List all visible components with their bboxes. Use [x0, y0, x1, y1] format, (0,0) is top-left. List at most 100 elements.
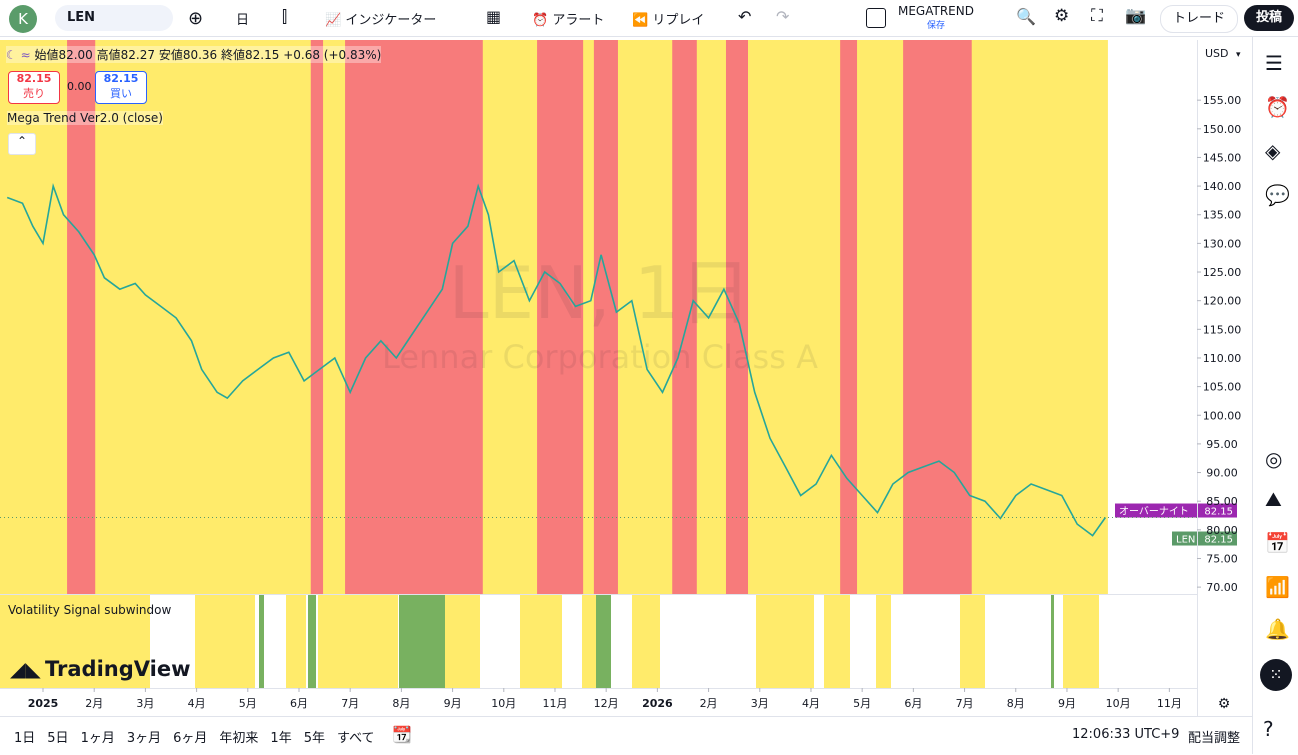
compare-button[interactable]: ⊕ [188, 8, 204, 29]
interval-button[interactable]: 日 [236, 13, 250, 28]
layout-icon [866, 8, 886, 28]
alert-button[interactable]: ⏰ アラート [532, 9, 604, 28]
range-button[interactable]: 5年 [303, 731, 325, 746]
collapse-button[interactable]: ⌃ [8, 133, 36, 155]
price-label-value: 82.15 [1204, 507, 1233, 518]
indicators-button[interactable]: 📈 インジケーター [325, 9, 436, 28]
signal-zone [520, 595, 562, 688]
price-line [6, 183, 1107, 537]
legend-close: 終値82.15 [221, 48, 280, 62]
range-button[interactable]: 5日 [47, 731, 69, 746]
news-button[interactable]: 📶 [1265, 575, 1290, 599]
x-tick-label: 11月 [1157, 697, 1182, 710]
x-tick-label: 2月 [85, 697, 103, 710]
range-button[interactable]: 1年 [270, 731, 292, 746]
legend-low: 安値80.36 [158, 48, 218, 62]
subwindow-title: Volatility Signal subwindow [8, 603, 171, 617]
watermark-name: Lennar Corporation Class A [382, 338, 818, 376]
watermark-symbol: LEN, 1日 [448, 251, 751, 335]
settings-button[interactable]: ⚙ [1054, 6, 1070, 26]
notifications-button[interactable]: 🔔 [1265, 617, 1290, 641]
layout-button[interactable]: MEGATREND 保存 [898, 4, 974, 31]
y-tick-label: 155.00 [1203, 94, 1242, 107]
signal-zone [1051, 595, 1054, 688]
x-tick-label: 3月 [751, 697, 769, 710]
trend-zone [672, 40, 697, 594]
range-buttons: 1日 5日 1ヶ月 3ヶ月 6ヶ月 年初来 1年 5年 すべて [14, 727, 387, 746]
range-button[interactable]: 1ヶ月 [80, 731, 115, 746]
y-tick-label: 80.00 [1206, 524, 1238, 537]
chart: Volatility Signal subwindow TradingView … [0, 40, 1241, 716]
trend-zone [903, 40, 972, 594]
range-button[interactable]: 6ヶ月 [173, 731, 208, 746]
legend-icon: ☾ ≈ [6, 48, 35, 62]
x-tick-label: 8月 [392, 697, 410, 710]
signal-zone [1063, 595, 1099, 688]
x-tick-label: 7月 [956, 697, 974, 710]
redo-button[interactable]: ↷ [776, 7, 790, 26]
trend-zone [67, 40, 96, 594]
x-tick-label: 10月 [491, 697, 516, 710]
layout-status: 保存 [926, 21, 945, 31]
bottom-bar: 1日 5日 1ヶ月 3ヶ月 6ヶ月 年初来 1年 5年 すべて 📆 12:06:33 UTC+9… [0, 716, 1252, 755]
price-axis: 70.00 75.00 80.00 85.00 90.00 95.00 100.00 105.… [1197, 94, 1241, 594]
chart-type-button[interactable]: ⫿ [282, 7, 288, 26]
signal-zone [399, 595, 445, 688]
watchlist-button[interactable]: ☰ [1265, 51, 1283, 75]
y-tick-label: 95.00 [1206, 438, 1238, 451]
range-button[interactable]: すべて [336, 731, 375, 746]
layout-name: MEGATREND [898, 4, 974, 18]
signal-zone [876, 595, 891, 688]
chat-button[interactable]: 💬 [1265, 183, 1290, 207]
x-tick-label: 3月 [136, 697, 154, 710]
currency[interactable]: USD [1205, 47, 1229, 60]
date-range-button[interactable]: 📆 [392, 725, 412, 744]
avatar[interactable]: K [9, 5, 37, 33]
layouts-button[interactable]: ▦ [486, 7, 502, 26]
range-button[interactable]: 年初来 [219, 731, 259, 746]
ideas-button[interactable]: ⛰ [1265, 487, 1282, 511]
x-tick-label: 5月 [239, 697, 257, 710]
trend-zone [593, 40, 618, 594]
x-tick-label: 6月 [904, 697, 922, 710]
sell-button[interactable]: 82.15 売り [8, 71, 60, 104]
spread: 0.00 [67, 80, 92, 93]
screener-button[interactable]: ◎ [1265, 447, 1283, 471]
axis-settings[interactable]: ⚙ [1218, 696, 1231, 712]
calendar-button[interactable]: 📅 [1265, 531, 1290, 555]
y-tick-label: 130.00 [1203, 237, 1242, 250]
y-tick-label: 125.00 [1203, 266, 1242, 279]
legend: ☾ ≈ 始値82.00 高値82.27 安値80.36 終値82.15 +0.6… [6, 46, 382, 63]
undo-button[interactable]: ↶ [738, 7, 752, 26]
sell-price: 82.15 [16, 72, 52, 85]
logo-mark: ◢◣ [10, 657, 41, 681]
y-tick-label: 115.00 [1203, 323, 1242, 336]
trend-zone [345, 40, 483, 594]
replay-button[interactable]: ⏪ リプレイ [632, 9, 704, 28]
snapshot-button[interactable]: 📷 [1125, 6, 1147, 26]
watermark: LEN, 1日 Lennar Corporation Class A [382, 251, 818, 376]
x-tick-label: 9月 [444, 697, 462, 710]
fullscreen-button[interactable]: ⛶ [1091, 6, 1103, 26]
x-tick-label: 11月 [542, 697, 567, 710]
help-button[interactable]: ? [1263, 717, 1274, 741]
signal-zone [582, 595, 596, 688]
range-button[interactable]: 3ヶ月 [126, 731, 162, 746]
search-button[interactable]: 🔍 [1016, 7, 1036, 26]
trend-zone [537, 40, 584, 594]
signal-zone [286, 595, 306, 688]
publish-button[interactable]: 投稿 [1244, 5, 1294, 31]
zones [0, 40, 1108, 594]
clock: 12:06:33 UTC+9 [1072, 727, 1180, 742]
legend-change: +0.68 (+0.83%) [283, 48, 382, 62]
apps-button[interactable]: ⁙ [1260, 659, 1292, 691]
objects-button[interactable]: ◈ [1265, 139, 1281, 163]
trade-button[interactable]: トレード [1160, 5, 1238, 33]
signal-zone [824, 595, 850, 688]
adjust-button[interactable]: 配当調整 [1188, 731, 1241, 746]
buy-button[interactable]: 82.15 買い [95, 71, 147, 104]
alerts-button[interactable]: ⏰ [1265, 95, 1290, 119]
symbol-search[interactable]: LEN [55, 5, 173, 31]
range-button[interactable]: 1日 [14, 731, 36, 746]
icon: ⏪ [632, 13, 653, 28]
